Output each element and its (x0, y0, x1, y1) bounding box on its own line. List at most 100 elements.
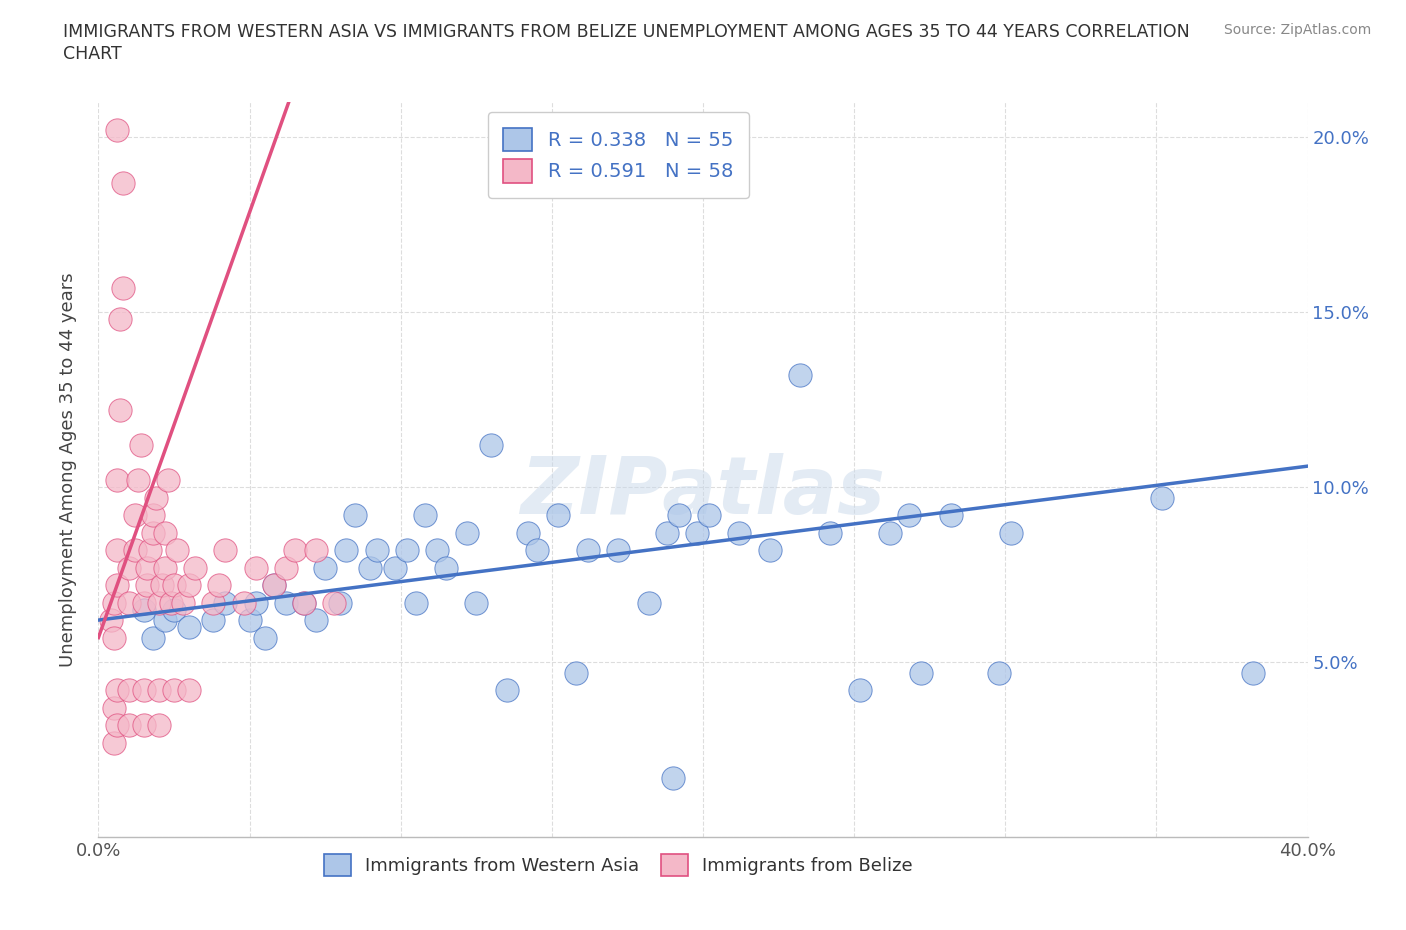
Text: Source: ZipAtlas.com: Source: ZipAtlas.com (1223, 23, 1371, 37)
Point (329, 595, 352, 610)
Point (132, 683, 155, 698)
Text: IMMIGRANTS FROM WESTERN ASIA VS IMMIGRANTS FROM BELIZE UNEMPLOYMENT AMONG AGES 3: IMMIGRANTS FROM WESTERN ASIA VS IMMIGRAN… (63, 23, 1189, 41)
Point (108, 403, 131, 418)
Point (413, 508, 436, 523)
Point (232, 595, 254, 610)
Point (166, 543, 188, 558)
Point (103, 700, 125, 715)
Point (526, 543, 548, 558)
Point (547, 508, 569, 523)
Point (607, 543, 630, 558)
Point (127, 472, 149, 487)
Point (758, 543, 780, 558)
Point (153, 560, 176, 575)
Point (314, 560, 336, 575)
Point (118, 683, 141, 698)
Point (163, 683, 186, 698)
Point (253, 631, 276, 645)
Point (292, 595, 315, 610)
Point (1000, 525, 1022, 540)
Point (661, 770, 683, 785)
Point (939, 508, 962, 523)
Point (263, 578, 285, 592)
Point (245, 595, 267, 610)
Point (105, 578, 128, 592)
Point (202, 613, 225, 628)
Point (172, 595, 194, 610)
Point (135, 560, 157, 575)
Point (728, 525, 751, 540)
Point (103, 631, 125, 645)
Point (495, 683, 517, 698)
Point (184, 560, 207, 575)
Point (103, 595, 125, 610)
Point (118, 718, 141, 733)
Point (818, 525, 841, 540)
Point (434, 560, 457, 575)
Point (118, 595, 141, 610)
Point (214, 595, 236, 610)
Point (145, 490, 167, 505)
Point (148, 595, 170, 610)
Point (139, 543, 162, 558)
Point (239, 613, 262, 628)
Point (160, 595, 183, 610)
Legend: Immigrants from Western Asia, Immigrants from Belize: Immigrants from Western Asia, Immigrants… (309, 840, 928, 890)
Point (565, 665, 588, 680)
Point (426, 543, 449, 558)
Point (245, 560, 267, 575)
Point (384, 560, 406, 575)
Point (105, 543, 128, 558)
Point (897, 508, 920, 523)
Point (163, 578, 186, 592)
Point (655, 525, 678, 540)
Point (988, 665, 1011, 680)
Point (344, 508, 367, 523)
Point (214, 543, 236, 558)
Point (132, 718, 155, 733)
Y-axis label: Unemployment Among Ages 35 to 44 years: Unemployment Among Ages 35 to 44 years (59, 272, 77, 667)
Point (1241, 665, 1264, 680)
Point (1152, 490, 1174, 505)
Point (142, 508, 165, 523)
Point (456, 525, 478, 540)
Point (150, 578, 173, 592)
Point (395, 543, 418, 558)
Point (142, 525, 165, 540)
Point (366, 543, 388, 558)
Point (208, 578, 231, 592)
Point (263, 578, 285, 592)
Point (124, 508, 146, 523)
Point (910, 665, 932, 680)
Point (132, 602, 155, 617)
Point (576, 543, 599, 558)
Point (202, 595, 225, 610)
Point (305, 543, 328, 558)
Point (111, 176, 134, 191)
Point (323, 595, 346, 610)
Point (405, 595, 427, 610)
Point (132, 595, 155, 610)
Point (274, 560, 297, 575)
Point (135, 578, 157, 592)
Point (105, 123, 128, 138)
Point (103, 735, 125, 750)
Point (105, 472, 128, 487)
Point (118, 560, 141, 575)
Point (637, 595, 659, 610)
Point (153, 613, 176, 628)
Point (105, 718, 128, 733)
Point (516, 525, 538, 540)
Text: CHART: CHART (63, 45, 122, 62)
Point (148, 718, 170, 733)
Point (156, 472, 179, 487)
Point (335, 543, 357, 558)
Point (163, 602, 186, 617)
Point (129, 438, 152, 453)
Point (179, 578, 201, 592)
Point (142, 631, 165, 645)
Point (284, 543, 307, 558)
Point (100, 613, 122, 628)
Point (148, 683, 170, 698)
Point (292, 595, 315, 610)
